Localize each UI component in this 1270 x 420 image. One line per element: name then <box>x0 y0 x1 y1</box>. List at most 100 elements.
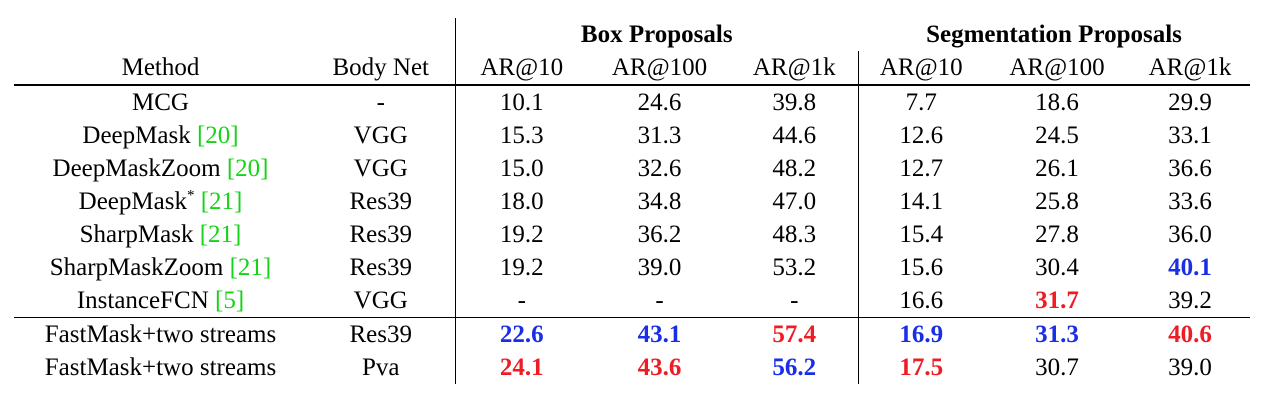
citation-link[interactable]: [20] <box>196 122 239 149</box>
box-ar1k-cell: 39.8 <box>772 89 817 116</box>
seg-ar100-cell: 26.1 <box>1035 155 1079 182</box>
seg-ar10-cell: 15.6 <box>857 251 984 284</box>
method-cell: DeepMask* [21] <box>14 185 307 218</box>
seg-ar10-cell: 14.1 <box>857 185 984 218</box>
table-row: DeepMask* [21] Res39 18.0 34.8 47.0 14.1 25.8 3… <box>14 185 1250 218</box>
seg-ar10-cell: 7.7 <box>857 85 984 119</box>
seg-ar1k-cell: 40.6 <box>1168 321 1212 348</box>
method-name: DeepMask <box>78 188 187 215</box>
box-ar100-cell: - <box>588 284 731 318</box>
box-ar10-header: AR@10 <box>454 51 588 86</box>
method-cell: DeepMaskZoom [20] <box>14 152 307 185</box>
table-body: MCG - 10.1 24.6 39.8 7.7 18.6 29.9 DeepMask [20]… <box>14 85 1250 384</box>
proposal-results-table: Box Proposals Segmentation Proposals Met… <box>14 18 1250 384</box>
seg-ar100-header: AR@100 <box>984 51 1130 86</box>
citation-link[interactable]: [21] <box>200 188 243 215</box>
box-ar100-header: AR@100 <box>588 51 731 86</box>
box-ar100-cell: 31.3 <box>637 122 682 149</box>
citation-link[interactable]: [5] <box>215 287 245 314</box>
box-ar100-cell: 34.8 <box>637 188 682 215</box>
seg-ar1k-cell: 33.6 <box>1168 188 1212 215</box>
seg-ar1k-cell: 33.1 <box>1168 122 1212 149</box>
seg-ar100-cell: 30.7 <box>1035 354 1079 381</box>
box-ar10-cell: 15.3 <box>454 119 588 152</box>
seg-ar10-cell: 12.6 <box>857 119 984 152</box>
seg-ar1k-cell: 39.2 <box>1130 284 1250 318</box>
seg-ar100-cell: 30.4 <box>1035 254 1079 281</box>
method-superscript: * <box>186 187 195 204</box>
method-name: DeepMaskZoom <box>52 155 227 182</box>
method-name: SharpMaskZoom <box>49 254 230 281</box>
body-net-cell: - <box>376 89 385 116</box>
box-ar100-cell: 43.1 <box>637 321 682 348</box>
seg-ar1k-cell: 39.0 <box>1168 354 1212 381</box>
seg-ar10-cell: 16.6 <box>857 284 984 318</box>
box-proposals-header: Box Proposals <box>454 18 858 51</box>
box-ar100-cell: 43.6 <box>637 354 682 381</box>
body-net-cell: VGG <box>353 155 408 182</box>
box-ar1k-cell: 56.2 <box>772 354 817 381</box>
seg-ar1k-cell: 36.0 <box>1168 221 1212 248</box>
box-ar100-cell: 24.6 <box>637 89 682 116</box>
box-ar10-cell: 10.1 <box>454 85 588 119</box>
table-row: InstanceFCN [5] VGG - - -16.6 31.7 39.2 <box>14 284 1250 318</box>
body-net-cell: Res39 <box>349 254 413 281</box>
body-net-cell: Pva <box>362 354 400 381</box>
box-ar100-cell: 39.0 <box>637 254 682 281</box>
method-cell: SharpMaskZoom [21] <box>14 251 307 284</box>
box-ar1k-cell: 47.0 <box>772 188 817 215</box>
body-net-header: Body Net <box>307 51 455 86</box>
body-net-cell: VGG <box>307 284 455 318</box>
seg-ar100-cell: 25.8 <box>1035 188 1079 215</box>
box-ar10-cell: 18.0 <box>454 185 588 218</box>
group-header-row: Box Proposals Segmentation Proposals <box>14 18 1250 51</box>
table-row: FastMask+two streams Pva 24.1 43.6 56.2 17.5 3… <box>14 351 1250 384</box>
table-row: MCG - 10.1 24.6 39.8 7.7 18.6 29.9 <box>14 85 1250 119</box>
seg-ar1k-cell: 36.6 <box>1168 155 1212 182</box>
box-ar10-cell: 19.2 <box>454 251 588 284</box>
column-header-row: Method Body Net AR@10 AR@100 AR@1k AR@10… <box>14 51 1250 86</box>
box-ar10-cell: - <box>454 284 588 318</box>
method-cell: SharpMask [21] <box>14 218 307 251</box>
box-ar1k-cell: 53.2 <box>772 254 817 281</box>
method-cell: DeepMask [20] <box>14 119 307 152</box>
seg-ar1k-cell: 40.1 <box>1168 254 1212 281</box>
seg-ar100-cell: 27.8 <box>1035 221 1079 248</box>
seg-ar100-cell: 31.3 <box>1035 321 1079 348</box>
box-ar1k-cell: 57.4 <box>772 321 817 348</box>
method-name: DeepMask <box>82 122 197 149</box>
box-ar10-cell: 24.1 <box>454 351 588 384</box>
seg-ar1k-header: AR@1k <box>1130 51 1250 86</box>
box-ar100-cell: 32.6 <box>637 155 682 182</box>
method-cell: MCG <box>14 85 307 119</box>
box-ar1k-cell: 48.2 <box>772 155 817 182</box>
citation-link[interactable]: [21] <box>229 254 272 281</box>
seg-ar10-header: AR@10 <box>857 51 984 86</box>
box-ar1k-cell: 48.3 <box>772 221 817 248</box>
method-header: Method <box>14 51 307 86</box>
table-row: FastMask+two streams Res39 22.6 43.1 57.4 16.… <box>14 317 1250 352</box>
box-ar10-cell: 19.2 <box>454 218 588 251</box>
body-net-cell: Res39 <box>349 321 413 348</box>
method-cell: FastMask+two streams <box>14 318 307 352</box>
method-name: MCG <box>132 89 189 116</box>
method-name: FastMask+two streams <box>44 321 277 348</box>
citation-link[interactable]: [21] <box>199 221 242 248</box>
box-ar10-cell: 15.0 <box>454 152 588 185</box>
method-name: FastMask+two streams <box>44 354 277 381</box>
table-row: DeepMaskZoom [20] VGG 15.0 32.6 48.2 12.7 26.1… <box>14 152 1250 185</box>
body-net-cell: Res39 <box>349 221 413 248</box>
box-ar1k-cell: - <box>731 284 858 318</box>
body-net-cell: Res39 <box>349 188 413 215</box>
box-ar1k-header: AR@1k <box>731 51 858 86</box>
citation-link[interactable]: [20] <box>226 155 269 182</box>
seg-ar10-cell: 15.4 <box>857 218 984 251</box>
seg-ar10-cell: 16.9 <box>857 317 984 351</box>
seg-ar10-cell: 12.7 <box>857 152 984 185</box>
box-ar100-cell: 36.2 <box>637 221 682 248</box>
table-row: DeepMask [20] VGG 15.3 31.3 44.6 12.6 24.5 33.1 <box>14 119 1250 152</box>
method-cell: FastMask+two streams <box>14 351 307 384</box>
box-ar1k-cell: 44.6 <box>772 122 817 149</box>
seg-ar100-cell: 24.5 <box>1035 122 1079 149</box>
